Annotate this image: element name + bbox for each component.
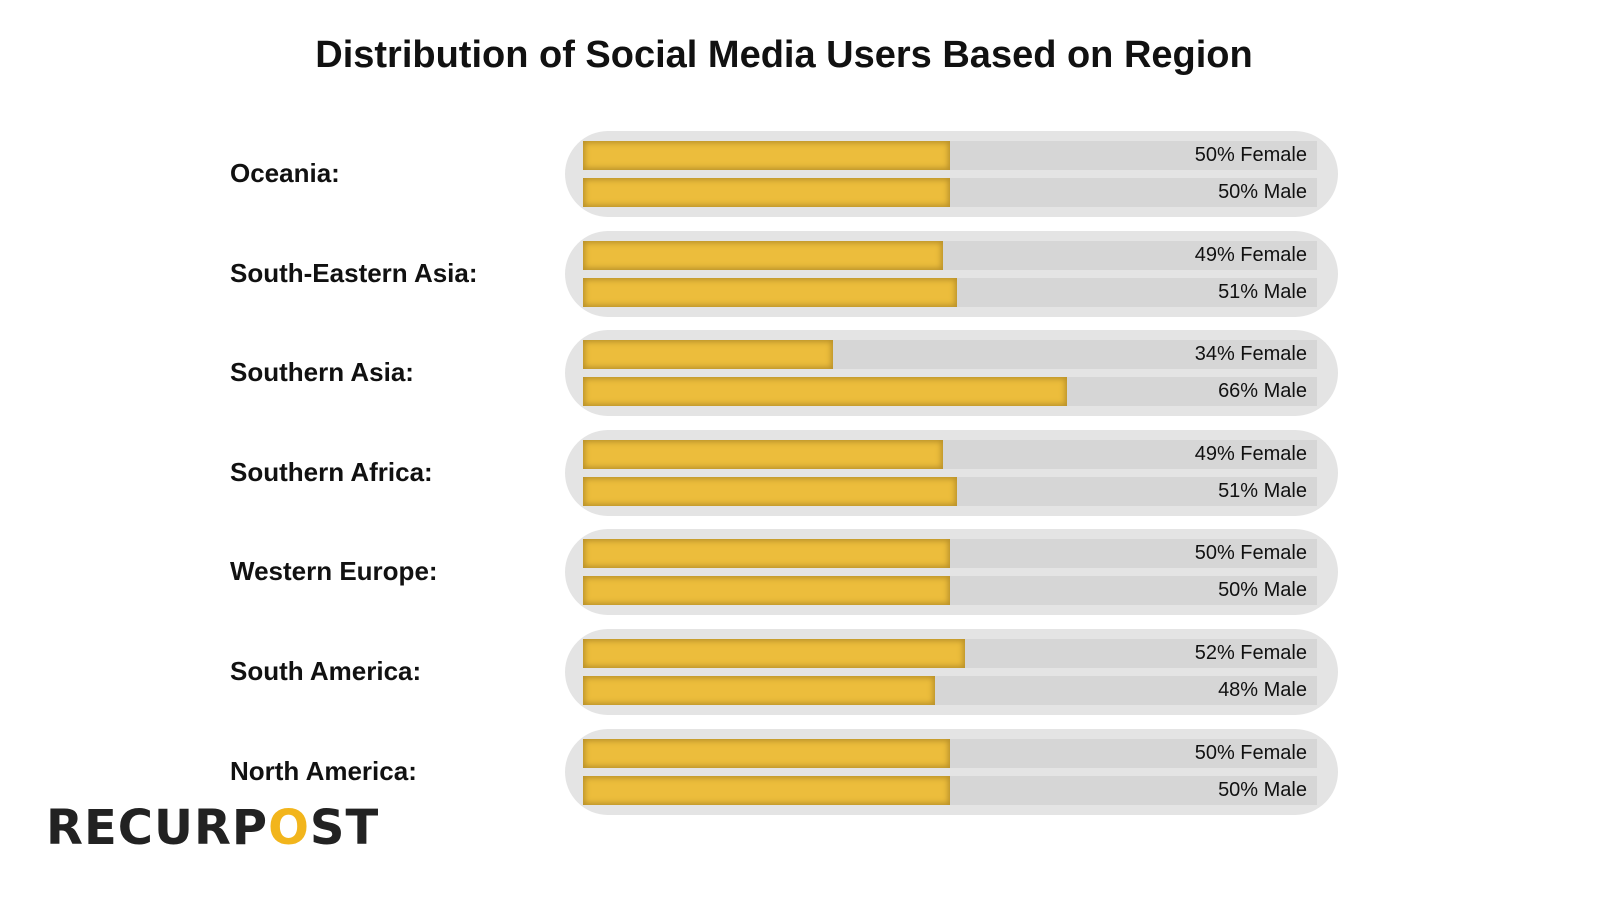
region-label: Oceania: xyxy=(230,158,340,188)
region-label: Southern Asia: xyxy=(230,357,414,388)
male-bar-track: 50% Male xyxy=(583,775,1317,805)
female-bar-track: 52% Female xyxy=(583,639,1317,668)
region-label: South America: xyxy=(230,656,422,686)
male-bar xyxy=(583,676,936,705)
female-bar xyxy=(583,738,950,768)
female-bar xyxy=(583,539,950,569)
male-bar xyxy=(583,476,958,506)
female-data-label: 50% Female xyxy=(1194,542,1307,565)
male-bar xyxy=(583,775,950,805)
region-bar-group: 50% Female 50% Male xyxy=(565,728,1338,815)
male-data-label: 66% Male xyxy=(1218,380,1307,403)
female-data-label: 34% Female xyxy=(1194,343,1307,366)
male-data-label: 51% Male xyxy=(1218,280,1307,303)
female-bar xyxy=(583,639,965,668)
male-bar-track: 51% Male xyxy=(583,277,1317,307)
male-data-label: 50% Male xyxy=(1218,579,1307,602)
male-bar-track: 48% Male xyxy=(583,676,1317,705)
region-bar-group: 52% Female 48% Male xyxy=(565,629,1338,715)
male-bar-track: 66% Male xyxy=(583,377,1317,407)
region-label: Southern Africa: xyxy=(230,456,433,487)
region-bar-group: 49% Female 51% Male xyxy=(565,230,1338,317)
male-data-label: 50% Male xyxy=(1218,181,1307,203)
male-bar xyxy=(583,576,950,606)
female-data-label: 50% Female xyxy=(1194,741,1307,764)
clock-icon: O xyxy=(268,800,310,856)
female-bar xyxy=(583,439,943,469)
chart-title: Distribution of Social Media Users Based… xyxy=(315,34,1253,76)
female-bar xyxy=(583,340,833,370)
female-bar-track: 50% Female xyxy=(583,738,1317,768)
region-bar-group: 50% Female 50% Male xyxy=(565,131,1338,217)
female-bar xyxy=(583,240,943,270)
female-data-label: 49% Female xyxy=(1194,243,1307,266)
male-bar xyxy=(583,178,950,207)
male-bar-track: 50% Male xyxy=(583,576,1317,606)
region-bar-group: 49% Female 51% Male xyxy=(565,429,1338,516)
region-bar-group: 34% Female 66% Male xyxy=(565,330,1338,417)
female-data-label: 52% Female xyxy=(1194,642,1307,664)
female-data-label: 50% Female xyxy=(1194,144,1307,166)
male-bar-track: 51% Male xyxy=(583,476,1317,506)
region-label: Western Europe: xyxy=(230,556,438,587)
male-bar-track: 50% Male xyxy=(583,178,1317,207)
recurpost-logo: RECURPOST xyxy=(46,800,380,856)
male-data-label: 50% Male xyxy=(1218,778,1307,801)
male-bar xyxy=(583,277,958,307)
male-data-label: 51% Male xyxy=(1218,479,1307,502)
female-bar-track: 49% Female xyxy=(583,240,1317,270)
male-bar xyxy=(583,377,1068,407)
female-bar-track: 50% Female xyxy=(583,141,1317,170)
female-bar-track: 34% Female xyxy=(583,340,1317,370)
female-bar-track: 50% Female xyxy=(583,539,1317,569)
female-bar-track: 49% Female xyxy=(583,439,1317,469)
region-bar-group: 50% Female 50% Male xyxy=(565,529,1338,616)
female-data-label: 49% Female xyxy=(1194,442,1307,465)
region-label: North America: xyxy=(230,755,417,786)
region-label: South-Eastern Asia: xyxy=(230,257,478,288)
male-data-label: 48% Male xyxy=(1218,679,1307,701)
female-bar xyxy=(583,141,950,170)
